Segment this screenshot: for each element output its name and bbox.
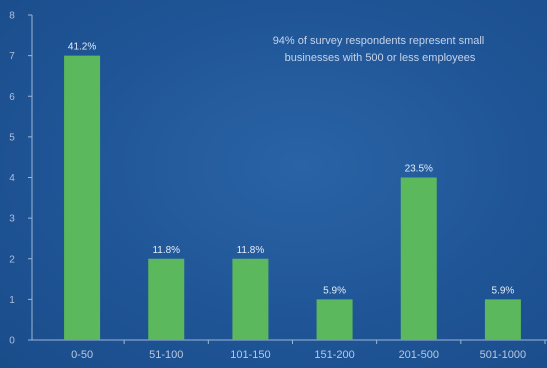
annotation-line-2: businesses with 500 or less employees xyxy=(285,52,476,64)
y-tick-label: 5 xyxy=(9,132,15,143)
y-tick-label: 8 xyxy=(9,11,15,22)
annotation-line-1: 94% of survey respondents represent smal… xyxy=(273,35,485,47)
x-tick-label-0-50: 0-50 xyxy=(71,349,93,361)
x-tick-label-151-200: 151-200 xyxy=(314,349,354,361)
data-label-51-100: 11.8% xyxy=(152,245,180,256)
y-tick-label: 3 xyxy=(9,214,15,225)
y-tick-label: 2 xyxy=(9,254,15,265)
y-tick-label: 6 xyxy=(9,92,15,103)
bar-0-50 xyxy=(64,55,101,340)
data-label-151-200: 5.9% xyxy=(323,285,346,296)
bar-151-200 xyxy=(316,299,353,340)
data-label-201-500: 23.5% xyxy=(405,164,433,175)
bar-101-150 xyxy=(232,258,269,340)
y-tick-label: 0 xyxy=(9,336,15,347)
y-axis-ticks: 0 1 2 3 4 5 6 7 8 xyxy=(9,11,32,347)
data-label-0-50: 41.2% xyxy=(68,42,96,53)
y-tick-label: 7 xyxy=(9,51,15,62)
x-tick-label-201-500: 201-500 xyxy=(399,349,439,361)
data-labels: 41.2% 11.8% 11.8% 5.9% 23.5% 5.9% xyxy=(68,42,515,297)
data-label-101-150: 11.8% xyxy=(237,245,265,256)
data-label-501-1000: 5.9% xyxy=(492,285,515,296)
y-tick-label: 4 xyxy=(9,173,15,184)
x-axis-labels: 0-50 51-100 101-150 151-200 201-500 501-1000 xyxy=(71,340,546,361)
x-tick-label-101-150: 101-150 xyxy=(230,349,270,361)
bar-51-100 xyxy=(148,258,185,340)
y-tick-label: 1 xyxy=(9,295,15,306)
bar-series xyxy=(64,55,521,340)
chart-annotation: 94% of survey respondents represent smal… xyxy=(273,35,488,64)
x-tick-label-51-100: 51-100 xyxy=(149,349,183,361)
x-tick-label-501-1000: 501-1000 xyxy=(480,349,527,361)
bar-201-500 xyxy=(400,177,437,340)
bar-501-1000 xyxy=(484,299,521,340)
